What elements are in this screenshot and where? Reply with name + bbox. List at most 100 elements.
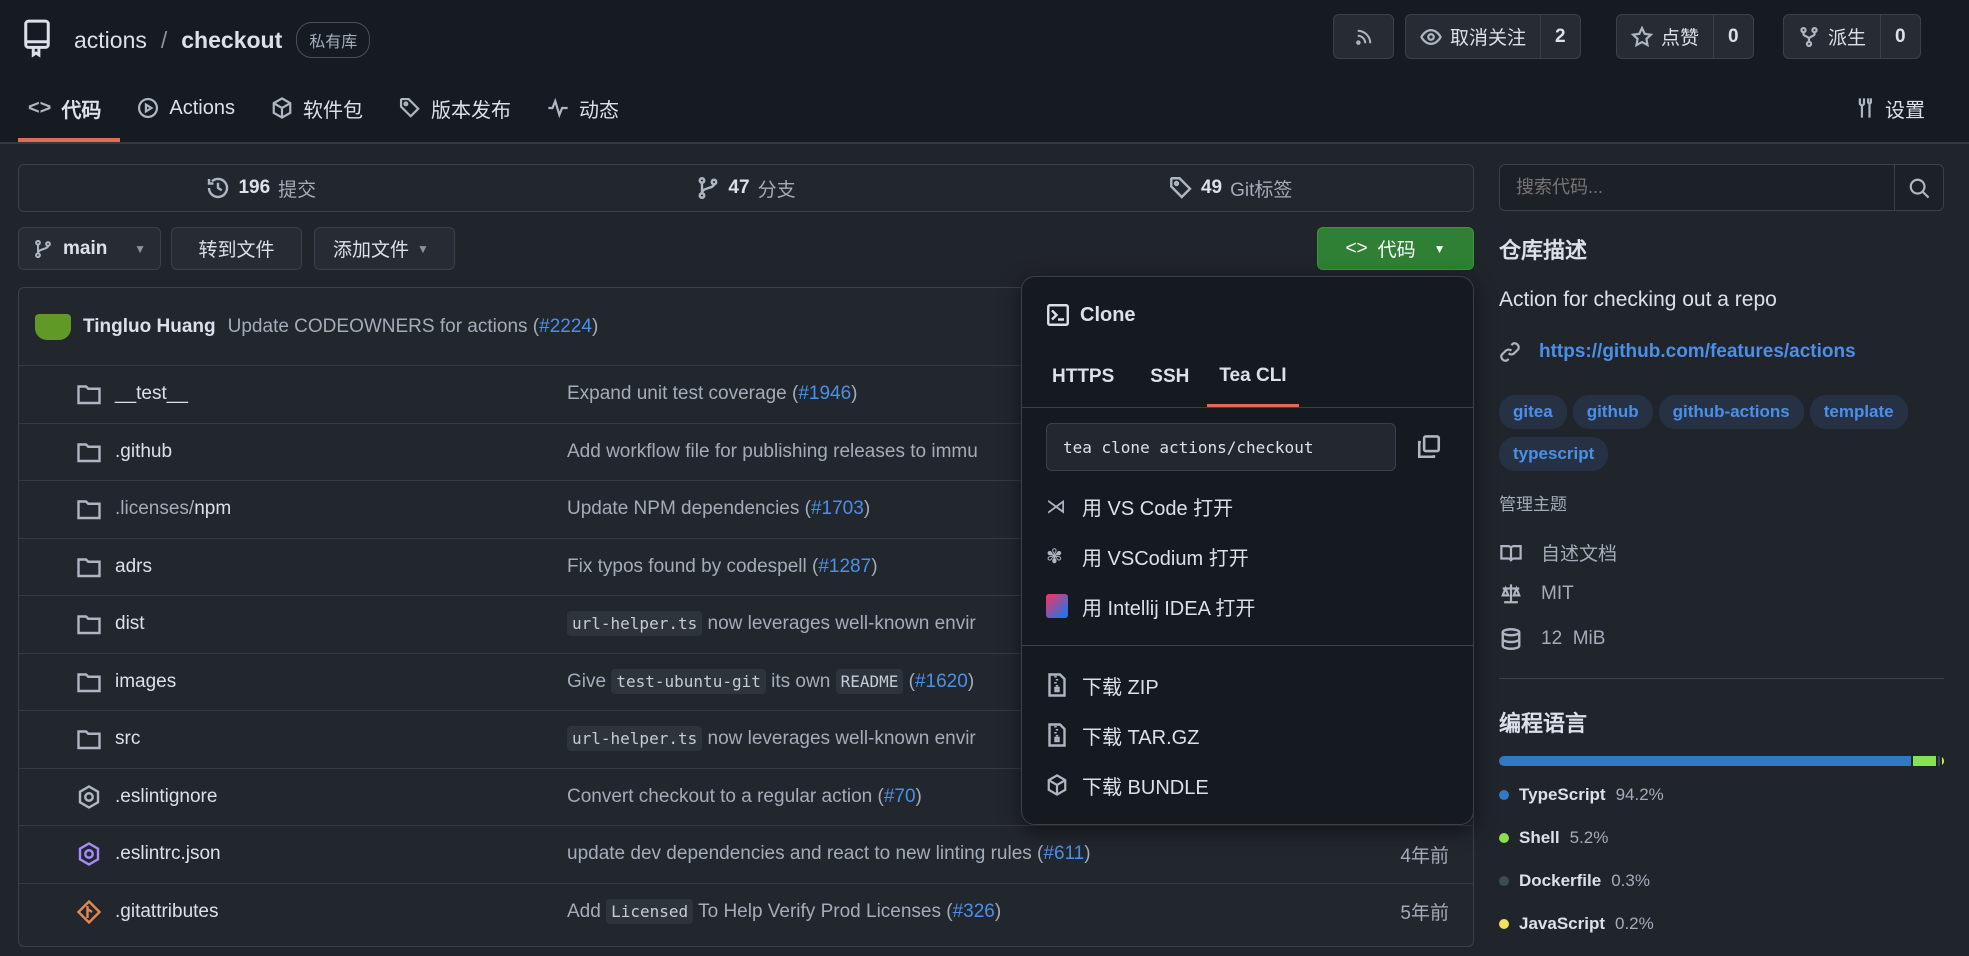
- tab-label: Actions: [169, 96, 235, 119]
- commit-pr-link[interactable]: #1620: [914, 670, 968, 692]
- commit-pr-link[interactable]: #1287: [818, 555, 872, 577]
- file-row[interactable]: images Give test-ubuntu-git its own READM…: [19, 652, 1473, 711]
- clone-tab-ssh[interactable]: SSH: [1150, 366, 1190, 387]
- commits-link[interactable]: 196 提交: [19, 175, 504, 202]
- commit-text[interactable]: To Help Verify Prod Licenses (: [693, 900, 953, 922]
- open-vscode[interactable]: ⋊ 用 VS Code 打开: [1022, 481, 1473, 531]
- commit-text[interactable]: Convert checkout to a regular action (: [567, 785, 884, 807]
- topic-tag[interactable]: typescript: [1499, 437, 1609, 471]
- readme-link[interactable]: 自述文档: [1541, 544, 1618, 565]
- star-button[interactable]: 点赞 0: [1616, 14, 1754, 59]
- tab-releases[interactable]: 版本发布: [399, 81, 511, 135]
- commit-text[interactable]: Add workflow file for publishing release…: [567, 440, 978, 462]
- topic-tag[interactable]: template: [1809, 395, 1908, 429]
- commit-message[interactable]: Update CODEOWNERS for actions (: [227, 315, 540, 337]
- author-avatar[interactable]: [35, 313, 71, 340]
- commit-text[interactable]: now leverages well-known envir: [702, 728, 976, 750]
- goto-file-button[interactable]: 转到文件: [171, 227, 302, 270]
- commit-text[interactable]: now leverages well-known envir: [702, 613, 976, 635]
- language-item[interactable]: Shell 5.2%: [1499, 828, 1699, 848]
- tab-code[interactable]: <> 代码: [28, 81, 101, 135]
- watch-count[interactable]: 2: [1540, 15, 1580, 58]
- commit-text[interactable]: its own: [765, 670, 836, 692]
- license-link[interactable]: MIT: [1541, 583, 1574, 604]
- commit-text[interactable]: Update NPM dependencies (: [567, 498, 811, 520]
- file-name-link[interactable]: __test__: [115, 383, 188, 405]
- file-row[interactable]: __test__ Expand unit test coverage (#1946…: [19, 365, 1473, 423]
- branch-selector[interactable]: main ▼: [18, 227, 161, 270]
- website-link[interactable]: https://github.com/features/actions: [1539, 341, 1856, 362]
- search-input[interactable]: [1500, 165, 1894, 210]
- topic-tag[interactable]: gitea: [1499, 395, 1567, 429]
- commit-text[interactable]: Expand unit test coverage (: [567, 383, 799, 405]
- commit-pr-link[interactable]: #1703: [810, 498, 864, 520]
- tab-activity[interactable]: 动态: [547, 81, 619, 135]
- file-row[interactable]: src url-helper.ts now leverages well-know…: [19, 710, 1473, 768]
- commit-pr-link[interactable]: #70: [883, 785, 916, 807]
- fork-button[interactable]: 派生 0: [1783, 14, 1921, 59]
- tab-settings[interactable]: 设置: [1853, 81, 1925, 135]
- open-vscodium[interactable]: ✾ 用 VSCodium 打开: [1022, 531, 1473, 581]
- commit-pr-link[interactable]: #326: [952, 900, 995, 922]
- file-name-link[interactable]: .eslintignore: [115, 786, 217, 808]
- repo-name-link[interactable]: checkout: [181, 26, 283, 53]
- download-targz[interactable]: 下载 TAR.GZ: [1022, 710, 1473, 760]
- file-name-link[interactable]: adrs: [115, 556, 152, 578]
- file-row[interactable]: .gitattributes Add Licensed To Help Verif…: [19, 882, 1473, 941]
- watch-button[interactable]: 取消关注 2: [1405, 14, 1581, 59]
- tab-label: 动态: [578, 99, 619, 122]
- add-file-button[interactable]: 添加文件 ▼: [314, 227, 455, 270]
- language-dot-icon: [1499, 790, 1509, 800]
- file-row[interactable]: .eslintignore Convert checkout to a regul…: [19, 767, 1473, 826]
- repo-owner-link[interactable]: actions: [74, 26, 147, 53]
- file-name-link[interactable]: images: [115, 671, 176, 693]
- commit-text[interactable]: Give: [567, 670, 612, 692]
- language-item[interactable]: Dockerfile 0.3%: [1499, 871, 1699, 891]
- download-zip[interactable]: 下载 ZIP: [1022, 660, 1473, 710]
- file-row[interactable]: .eslintrc.json update dev dependencies an…: [19, 825, 1473, 883]
- fork-count[interactable]: 0: [1880, 15, 1920, 58]
- file-row[interactable]: .github Add workflow file for publishing …: [19, 422, 1473, 481]
- file-name: .eslintrc.json: [115, 843, 221, 865]
- file-row[interactable]: dist url-helper.ts now leverages well-kno…: [19, 595, 1473, 653]
- file-name-link[interactable]: .licenses/npm: [115, 498, 231, 520]
- language-bar-segment: [1938, 756, 1940, 766]
- folder-dist-icon: [77, 613, 101, 635]
- clone-tab-https[interactable]: HTTPS: [1052, 366, 1115, 387]
- rss-button[interactable]: [1333, 14, 1394, 59]
- clone-tab-tea-cli[interactable]: Tea CLI: [1207, 347, 1299, 407]
- eye-icon: [1420, 26, 1442, 48]
- commit-text[interactable]: Add: [567, 900, 607, 922]
- tab-actions[interactable]: Actions: [137, 81, 235, 135]
- file-name-link[interactable]: .gitattributes: [115, 901, 219, 923]
- commit-author[interactable]: Tingluo Huang: [83, 315, 216, 337]
- search-icon[interactable]: [1894, 165, 1943, 210]
- code-icon: <>: [1345, 237, 1368, 259]
- download-bundle[interactable]: 下载 BUNDLE: [1022, 760, 1473, 810]
- file-name-link[interactable]: .eslintrc.json: [115, 843, 221, 865]
- commit-text[interactable]: Fix typos found by codespell (: [567, 555, 819, 577]
- topic-tag[interactable]: github: [1572, 395, 1653, 429]
- open-intellij[interactable]: 用 Intellij IDEA 打开: [1022, 581, 1473, 631]
- file-zip-icon: [1046, 723, 1068, 747]
- clone-command-field[interactable]: tea clone actions/checkout: [1046, 423, 1396, 471]
- branches-link[interactable]: 47 分支: [504, 175, 989, 202]
- file-row[interactable]: adrs Fix typos found by codespell (#1287): [19, 537, 1473, 596]
- file-name-link[interactable]: src: [115, 728, 140, 750]
- copy-icon[interactable]: [1416, 434, 1442, 460]
- file-name-link[interactable]: .github: [115, 441, 172, 463]
- commit-text[interactable]: update dev dependencies and react to new…: [567, 843, 1044, 865]
- commit-pr-link[interactable]: #1946: [798, 383, 852, 405]
- language-item[interactable]: TypeScript 94.2%: [1499, 785, 1699, 805]
- file-name-link[interactable]: dist: [115, 613, 145, 635]
- code-dropdown-button[interactable]: <> 代码 ▼: [1317, 227, 1474, 270]
- commit-pr-link[interactable]: #2224: [539, 315, 592, 337]
- file-row[interactable]: .licenses/npm Update NPM dependencies (#1…: [19, 480, 1473, 538]
- tags-link[interactable]: 49 Git标签: [988, 175, 1473, 202]
- language-item[interactable]: JavaScript 0.2%: [1499, 914, 1699, 934]
- star-count[interactable]: 0: [1713, 15, 1753, 58]
- tab-packages[interactable]: 软件包: [271, 81, 363, 135]
- manage-topics-link[interactable]: 管理主题: [1499, 495, 1567, 514]
- topic-tag[interactable]: github-actions: [1658, 395, 1804, 429]
- commit-pr-link[interactable]: #611: [1043, 843, 1085, 865]
